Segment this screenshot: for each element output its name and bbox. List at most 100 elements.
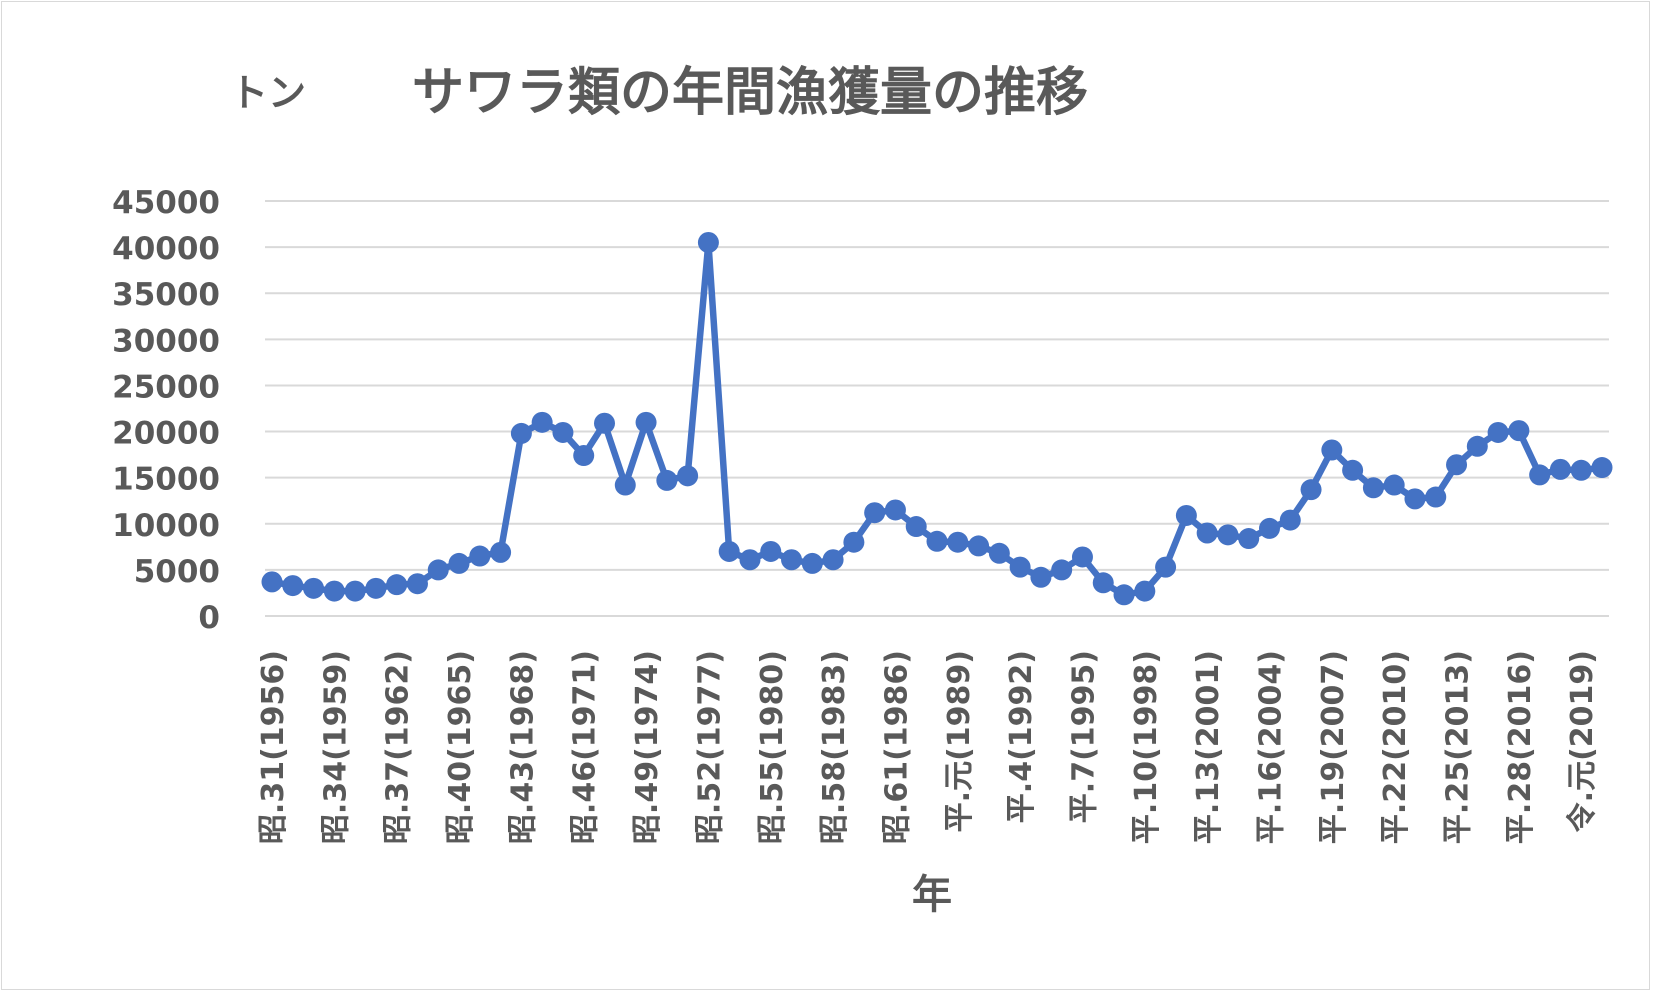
x-tick-label: 昭.37(1962) <box>381 650 416 844</box>
data-point <box>510 422 532 444</box>
data-point <box>1300 479 1322 501</box>
data-point <box>344 580 366 602</box>
data-point <box>469 545 491 567</box>
y-tick-label: 15000 <box>112 462 220 498</box>
data-point <box>739 549 761 571</box>
data-point <box>1155 556 1177 578</box>
data-point <box>1549 458 1571 480</box>
data-point <box>1466 435 1488 457</box>
grid-lines <box>265 200 1609 617</box>
y-tick-label: 40000 <box>112 231 220 267</box>
y-tick-label: 25000 <box>112 369 220 405</box>
data-point <box>1425 486 1447 508</box>
data-point <box>760 540 782 562</box>
data-point <box>1279 509 1301 531</box>
data-point <box>905 516 927 538</box>
data-point <box>1591 457 1613 479</box>
x-tick-label: 平.28(2016) <box>1503 650 1538 844</box>
x-tick-label: 平.22(2010) <box>1378 650 1413 844</box>
x-tick-label: 昭.46(1971) <box>568 650 603 844</box>
data-point <box>1175 504 1197 526</box>
data-point <box>365 577 387 599</box>
data-point <box>677 465 699 487</box>
data-point <box>656 469 678 491</box>
data-point <box>801 552 823 574</box>
data-point <box>1113 584 1135 606</box>
y-tick-label: 0 <box>198 600 220 636</box>
data-point <box>1487 421 1509 443</box>
y-axis-ticks: 0 5000 10000 15000 20000 25000 30000 35000 40000… <box>112 185 220 636</box>
data-point <box>1009 556 1031 578</box>
data-point <box>1134 580 1156 602</box>
x-tick-label: 平.10(1998) <box>1129 650 1164 844</box>
data-point <box>573 445 595 467</box>
data-point <box>552 421 574 443</box>
data-point <box>1238 528 1260 550</box>
x-tick-label: 平.16(2004) <box>1254 650 1289 844</box>
x-tick-label: 平.19(2007) <box>1316 650 1351 844</box>
data-point <box>968 535 990 557</box>
y-tick-label: 5000 <box>134 554 220 590</box>
data-point <box>1196 522 1218 544</box>
x-tick-label: 昭.58(1983) <box>817 650 852 844</box>
data-point <box>303 577 325 599</box>
x-tick-label: 平.7(1995) <box>1066 650 1101 823</box>
y-tick-label: 45000 <box>112 185 220 221</box>
data-point <box>386 574 408 596</box>
data-point <box>1446 454 1468 476</box>
data-point <box>1217 524 1239 546</box>
y-tick-label: 10000 <box>112 508 220 544</box>
data-point <box>1362 477 1384 499</box>
data-point <box>718 540 740 562</box>
x-tick-label: 平.13(2001) <box>1191 650 1226 844</box>
x-tick-label: 平.25(2013) <box>1441 650 1476 844</box>
y-tick-label: 30000 <box>112 323 220 359</box>
data-point <box>697 232 719 253</box>
data-point <box>781 549 803 571</box>
series-points <box>261 232 1613 606</box>
y-axis-unit-label: トン <box>230 71 306 115</box>
x-tick-label: 昭.52(1977) <box>692 650 727 844</box>
x-tick-label: 平.4(1992) <box>1004 650 1039 823</box>
data-point <box>261 571 283 593</box>
x-tick-label: 昭.40(1965) <box>443 650 478 844</box>
x-tick-label: 昭.34(1959) <box>318 650 353 844</box>
data-point <box>1321 439 1343 461</box>
data-point <box>864 502 886 524</box>
data-point <box>947 531 969 553</box>
x-tick-label: 昭.61(1986) <box>879 650 914 844</box>
data-point <box>427 559 449 581</box>
data-point <box>282 575 304 597</box>
data-point <box>1259 517 1280 539</box>
data-point <box>822 549 844 571</box>
data-point <box>323 580 345 602</box>
data-point <box>1404 488 1426 510</box>
data-point <box>1529 464 1551 486</box>
data-point <box>926 530 948 552</box>
chart-title: サワラ類の年間漁獲量の推移 <box>412 63 1088 123</box>
x-tick-label: 昭.55(1980) <box>755 650 790 844</box>
data-point <box>1071 546 1093 568</box>
data-point <box>594 412 615 434</box>
data-point <box>531 411 553 433</box>
x-axis-label: 年 <box>912 872 952 918</box>
data-point <box>884 499 906 521</box>
data-point <box>843 531 865 553</box>
data-point <box>988 542 1010 564</box>
data-point <box>1051 559 1073 581</box>
data-point <box>1570 459 1592 481</box>
data-point <box>1342 459 1364 481</box>
x-tick-label: 令.元(2019) <box>1565 650 1600 832</box>
data-point <box>1508 420 1530 442</box>
x-axis-ticks: 昭.31(1956) 昭.34(1959) 昭.37(1962) 昭.40(1965)… <box>256 650 1600 844</box>
data-point <box>1030 566 1052 588</box>
data-point <box>635 411 657 433</box>
x-tick-label: 平.元(1989) <box>942 650 977 832</box>
x-tick-label: 昭.49(1974) <box>630 650 665 844</box>
x-tick-label: 昭.43(1968) <box>505 650 540 844</box>
data-point <box>614 474 636 496</box>
data-point <box>448 552 470 574</box>
data-point <box>1092 572 1114 594</box>
